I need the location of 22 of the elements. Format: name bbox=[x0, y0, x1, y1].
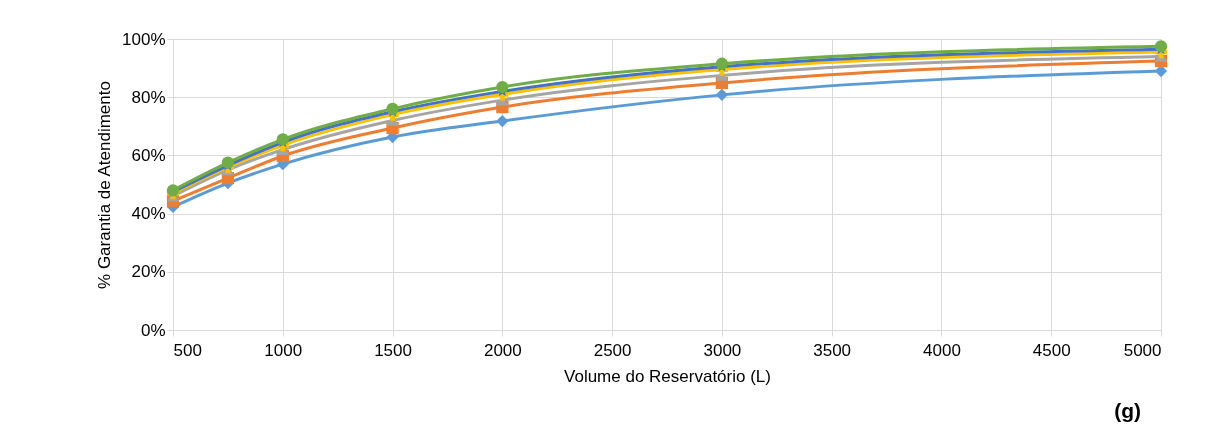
y-tick-label: 0% bbox=[140, 320, 166, 340]
x-tick-label: 1000 bbox=[264, 340, 303, 360]
point bbox=[496, 114, 509, 128]
y-tick-label: 60% bbox=[131, 145, 166, 165]
point bbox=[715, 88, 729, 101]
x-tick-label: 3500 bbox=[813, 340, 852, 360]
x-axis-title: Volume do Reservatório (L) bbox=[564, 366, 771, 386]
x-tick-label: 3000 bbox=[703, 340, 742, 360]
y-axis-title: % Garantia de Atendimento bbox=[95, 81, 115, 289]
x-tick-label: 2000 bbox=[483, 340, 522, 360]
y-tick-label: 100% bbox=[122, 29, 166, 49]
y-tick-label: 40% bbox=[131, 204, 166, 224]
x-tick-label: 1500 bbox=[374, 340, 412, 360]
y-tick-label: 80% bbox=[131, 87, 166, 107]
x-tick-label: 500 bbox=[173, 340, 202, 360]
x-tick-label: 4500 bbox=[1032, 340, 1071, 360]
x-tick-label: 2500 bbox=[593, 340, 632, 360]
y-tick-label: 20% bbox=[131, 262, 166, 282]
x-tick-label: 4000 bbox=[923, 340, 961, 360]
x-tick-label: 5000 bbox=[1123, 340, 1162, 360]
point bbox=[496, 80, 509, 94]
text: (g) bbox=[1114, 399, 1141, 422]
